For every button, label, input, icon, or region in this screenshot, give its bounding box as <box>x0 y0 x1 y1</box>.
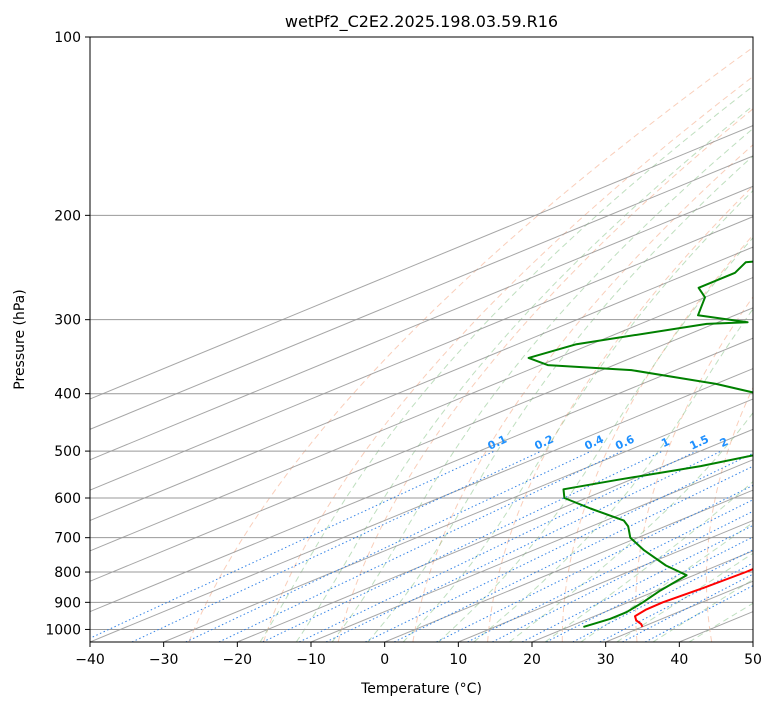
x-tick-label: −40 <box>75 652 105 668</box>
mixing-ratio-line <box>492 510 753 642</box>
y-tick-label: 700 <box>54 531 81 547</box>
isotherm-line <box>310 459 753 642</box>
moist-adiabat-line <box>438 237 753 642</box>
mixing-ratio-line <box>218 450 623 642</box>
moist-adiabat-line <box>473 308 753 642</box>
mixing-ratio-line <box>521 524 753 642</box>
plot-frame <box>89 36 754 643</box>
x-tick-label: −10 <box>296 652 326 668</box>
y-tick-label: 900 <box>54 595 81 611</box>
moist-adiabat-line <box>544 480 753 642</box>
x-tick-label: 40 <box>670 652 688 668</box>
y-axis-label: Pressure (hPa) <box>12 289 28 389</box>
isotherm-line <box>90 246 753 522</box>
y-tick-label: 400 <box>54 387 81 403</box>
x-tick-label: −30 <box>149 652 179 668</box>
isotherm-line <box>90 125 753 400</box>
mixing-ratio-line <box>467 499 753 642</box>
chart-title: wetPf2_C2E2.2025.198.03.59.R16 <box>285 12 558 32</box>
x-tick-label: 50 <box>744 652 762 668</box>
y-tick-label: 800 <box>54 565 81 581</box>
y-tick-label: 500 <box>54 444 81 460</box>
isotherm-line <box>90 155 753 430</box>
x-tick-label: 10 <box>449 652 467 668</box>
temperature-profile-line <box>634 567 753 628</box>
isotherm-line <box>237 428 753 642</box>
isotherm-line <box>90 216 753 491</box>
mixing-ratio-line <box>365 452 753 642</box>
plot-area <box>90 37 753 642</box>
isotherm-line <box>90 337 753 613</box>
moist-adiabat-line <box>259 85 753 642</box>
dry-adiabat-line <box>561 234 753 642</box>
x-axis-label: Temperature (°C) <box>360 681 482 697</box>
mixing-ratio-line <box>393 465 753 642</box>
dry-adiabat-line <box>263 75 753 642</box>
moist-adiabat-line <box>331 127 753 642</box>
isotherm-line <box>458 519 753 642</box>
mixing-ratio-line <box>262 450 663 642</box>
moist-adiabat-line <box>580 521 753 642</box>
y-tick-label: 600 <box>54 491 81 507</box>
isotherm-line <box>90 185 753 461</box>
x-tick-label: 30 <box>597 652 615 668</box>
dewpoint-profile-line <box>527 260 753 628</box>
y-tick-label: 100 <box>54 30 81 46</box>
y-tick-label: 1000 <box>45 622 81 638</box>
x-tick-label: 20 <box>523 652 541 668</box>
mixing-ratio-line <box>436 484 753 642</box>
y-tick-label: 200 <box>54 208 81 224</box>
isotherm-line <box>163 398 753 642</box>
isotherm-line <box>90 307 753 582</box>
y-tick-label: 300 <box>54 313 81 329</box>
isotherm-line <box>90 368 753 642</box>
isotherm-line <box>384 489 753 642</box>
mixing-ratio-line <box>298 450 697 642</box>
dry-adiabat-line <box>487 185 753 642</box>
x-tick-label: −20 <box>223 652 253 668</box>
moist-adiabat-line <box>367 155 753 642</box>
dry-adiabat-line <box>635 296 753 642</box>
mixing-ratio-line <box>131 450 542 642</box>
x-tick-label: 0 <box>380 652 389 668</box>
mixing-ratio-line <box>546 536 753 642</box>
